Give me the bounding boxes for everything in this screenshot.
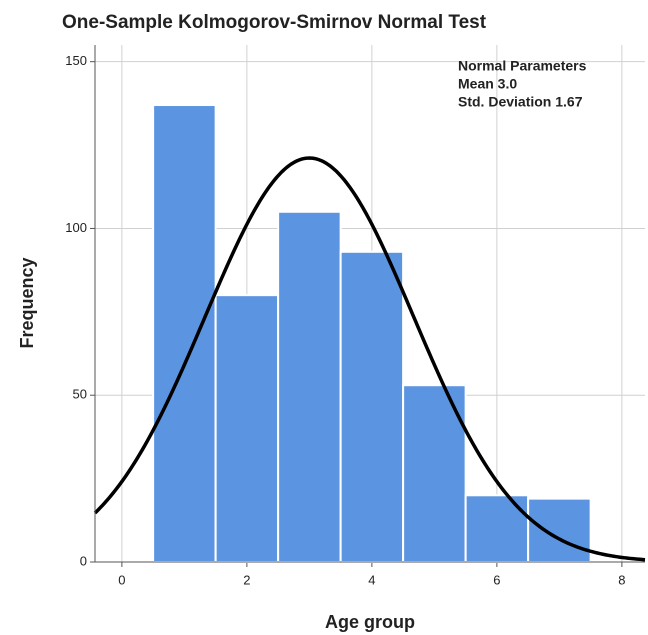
- y-tick-label: 0: [80, 553, 87, 568]
- bar: [152, 104, 217, 564]
- bar: [527, 497, 592, 563]
- bar: [402, 384, 467, 563]
- annotation: Normal Parameters: [458, 58, 587, 74]
- y-tick-label: 150: [65, 53, 87, 68]
- x-axis-label: Age group: [325, 612, 415, 632]
- normal-curve: [93, 156, 646, 562]
- x-tick-label: 0: [118, 572, 125, 587]
- annotation: Mean 3.0: [458, 76, 517, 92]
- y-axis-label: Frequency: [17, 257, 37, 348]
- y-tick-label: 100: [65, 220, 87, 235]
- bar: [214, 294, 280, 563]
- x-tick-label: 8: [618, 572, 625, 587]
- annotation: Std. Deviation 1.67: [458, 94, 583, 110]
- x-tick-label: 6: [493, 572, 500, 587]
- y-tick-label: 50: [73, 387, 87, 402]
- x-tick-label: 4: [368, 572, 375, 587]
- bar: [339, 250, 405, 564]
- bar: [464, 494, 530, 563]
- bar: [277, 210, 342, 563]
- x-tick-label: 2: [243, 572, 250, 587]
- chart-title: One-Sample Kolmogorov-Smirnov Normal Tes…: [62, 12, 487, 33]
